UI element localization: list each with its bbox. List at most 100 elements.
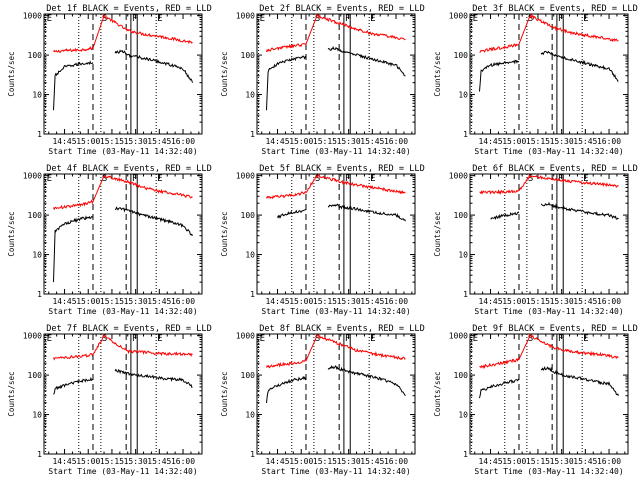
x-tick-label: 14:45 xyxy=(478,137,502,146)
event-marker-label: F xyxy=(132,174,137,184)
plot-frame xyxy=(256,13,416,135)
y-tick-label: 100 xyxy=(454,211,469,220)
x-tick-label: 14:45 xyxy=(265,137,289,146)
series-line-black xyxy=(479,366,619,399)
event-marker-label: E xyxy=(473,14,478,24)
y-tick-label: 1000 xyxy=(23,332,42,341)
y-axis-label: Counts/sec xyxy=(433,51,442,96)
series-line-red xyxy=(53,333,193,361)
x-tick-label: 15:30 xyxy=(337,137,361,146)
x-tick-label: 15:00 xyxy=(289,297,313,306)
y-tick-label: 10 xyxy=(32,411,42,420)
x-axis-label: Start Time (03-May-11 14:32:40) xyxy=(48,307,197,316)
y-tick-label: 1000 xyxy=(23,12,42,21)
x-tick-label: 16:00 xyxy=(597,137,621,146)
x-tick-label: 15:30 xyxy=(337,297,361,306)
x-tick-label: 15:30 xyxy=(124,457,148,466)
plot-frame xyxy=(469,173,629,295)
x-tick-label: 15:15 xyxy=(100,457,124,466)
y-tick-label: 1000 xyxy=(449,172,468,181)
x-tick-label: 15:30 xyxy=(550,457,574,466)
series-line-black xyxy=(479,50,619,92)
y-tick-label: 100 xyxy=(28,371,43,380)
chart-panel: Det 1f BLACK = Events, RED = LLD 1 10 100 10… xyxy=(7,4,212,156)
y-tick-label: 10 xyxy=(245,411,255,420)
series-line-black xyxy=(53,49,193,111)
event-marker-label: E xyxy=(370,334,375,344)
event-marker-label: E xyxy=(260,334,265,344)
x-tick-label: 15:30 xyxy=(124,137,148,146)
chart-title: Det 4f BLACK = Events, RED = LLD xyxy=(46,164,212,174)
x-tick-label: 15:15 xyxy=(313,137,337,146)
plot-frame xyxy=(43,173,203,295)
chart-title: Det 8f BLACK = Events, RED = LLD xyxy=(259,324,425,334)
x-axis-label: Start Time (03-May-11 14:32:40) xyxy=(474,147,623,156)
chart-panel: Det 7f BLACK = Events, RED = LLD 1 10 100 10… xyxy=(7,324,212,476)
x-tick-label: 14:45 xyxy=(478,457,502,466)
y-tick-label: 1 xyxy=(250,130,255,139)
x-tick-label: 16:00 xyxy=(171,457,195,466)
chart-title: Det 1f BLACK = Events, RED = LLD xyxy=(46,4,212,14)
chart-title: Det 3f BLACK = Events, RED = LLD xyxy=(472,4,638,14)
series-line-red xyxy=(53,174,193,211)
y-tick-label: 100 xyxy=(241,371,256,380)
x-axis-label: Start Time (03-May-11 14:32:40) xyxy=(474,467,623,476)
chart-panel: Det 4f BLACK = Events, RED = LLD 1 10 100 10… xyxy=(7,164,212,316)
x-axis-label: Start Time (03-May-11 14:32:40) xyxy=(48,467,197,476)
x-tick-label: 16:00 xyxy=(384,457,408,466)
series-line-red xyxy=(479,173,619,195)
y-tick-label: 10 xyxy=(32,251,42,260)
x-tick-label: 15:00 xyxy=(502,137,526,146)
series-line-red xyxy=(479,13,619,53)
event-marker-label: E xyxy=(157,174,162,184)
x-tick-label: 16:00 xyxy=(171,297,195,306)
y-axis-label: Counts/sec xyxy=(7,211,16,256)
x-tick-label: 15:30 xyxy=(124,297,148,306)
event-marker-label: F xyxy=(132,334,137,344)
x-tick-label: 14:45 xyxy=(478,297,502,306)
chart-title: Det 9f BLACK = Events, RED = LLD xyxy=(472,324,638,334)
x-tick-label: 15:45 xyxy=(147,297,171,306)
y-tick-label: 10 xyxy=(245,251,255,260)
y-tick-label: 10 xyxy=(245,91,255,100)
x-tick-label: 15:00 xyxy=(502,297,526,306)
chart-panel: Det 2f BLACK = Events, RED = LLD 1 10 100 10… xyxy=(220,4,425,156)
chart-panel: Det 9f BLACK = Events, RED = LLD 1 10 100 10… xyxy=(433,324,638,476)
x-tick-label: 15:45 xyxy=(573,297,597,306)
x-tick-label: 15:00 xyxy=(76,457,100,466)
chart-panel: Det 3f BLACK = Events, RED = LLD 1 10 100 10… xyxy=(433,4,638,156)
event-marker-label: E xyxy=(47,174,52,184)
plot-frame xyxy=(256,173,416,295)
event-marker-label: S xyxy=(315,174,320,184)
series-line-red xyxy=(266,334,406,369)
event-marker-label: E xyxy=(370,14,375,24)
event-marker-label: E xyxy=(47,14,52,24)
series-line-red xyxy=(479,333,619,369)
chart-panel: Det 5f BLACK = Events, RED = LLD 1 10 100 10… xyxy=(220,164,425,316)
x-tick-label: 15:45 xyxy=(360,457,384,466)
event-marker-label: E xyxy=(157,14,162,24)
series-line-red xyxy=(266,13,406,53)
series-line-red xyxy=(53,13,193,54)
event-marker-label: F xyxy=(132,14,137,24)
y-tick-label: 1000 xyxy=(23,172,42,181)
y-tick-label: 100 xyxy=(241,51,256,60)
series-line-black xyxy=(53,368,193,395)
x-tick-label: 15:15 xyxy=(100,297,124,306)
y-tick-label: 1 xyxy=(37,130,42,139)
x-tick-label: 15:15 xyxy=(313,457,337,466)
plot-frame xyxy=(469,333,629,455)
y-tick-label: 1000 xyxy=(449,332,468,341)
event-marker-label: F xyxy=(345,174,350,184)
event-marker-label: F xyxy=(345,14,350,24)
event-marker-label: E xyxy=(157,334,162,344)
series-line-black xyxy=(53,206,193,283)
event-marker-label: S xyxy=(528,14,533,24)
y-tick-label: 1 xyxy=(37,290,42,299)
x-tick-label: 15:45 xyxy=(360,297,384,306)
event-marker-label: E xyxy=(583,174,588,184)
x-tick-label: 15:45 xyxy=(147,457,171,466)
y-tick-label: 10 xyxy=(458,91,468,100)
x-axis-label: Start Time (03-May-11 14:32:40) xyxy=(261,467,410,476)
